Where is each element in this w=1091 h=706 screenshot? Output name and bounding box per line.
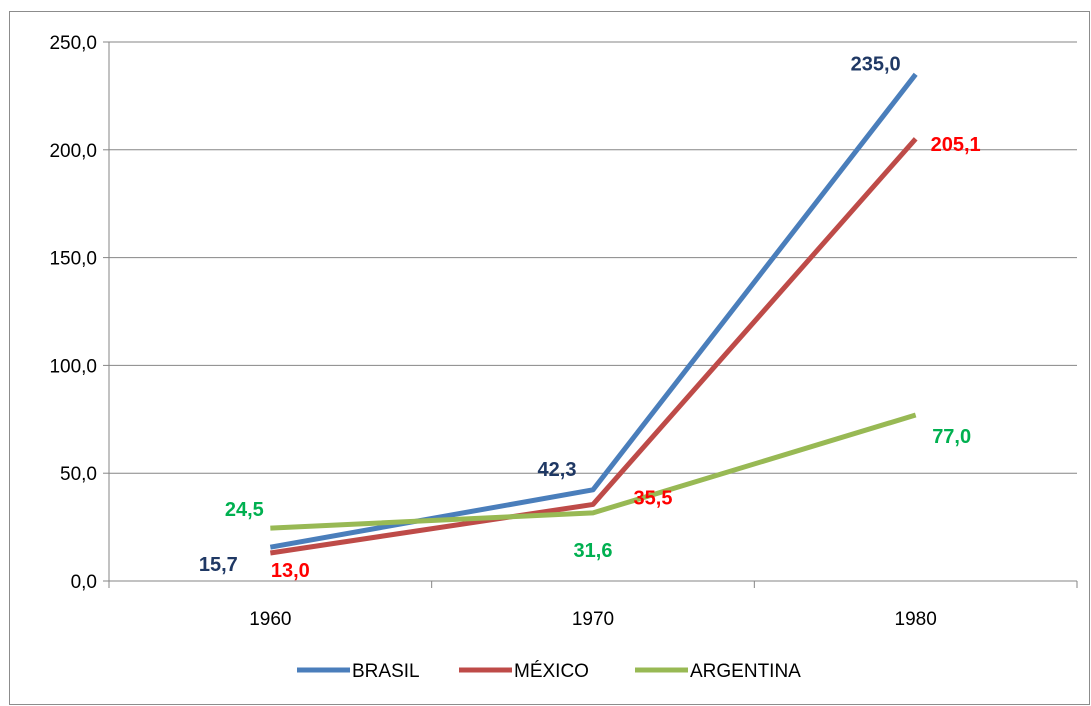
data-label: 235,0 [851,53,901,75]
x-tick-label: 1970 [572,609,614,630]
x-tick-label: 1960 [249,609,291,630]
legend-label: ARGENTINA [690,661,801,682]
y-tick-label: 200,0 [49,141,97,162]
legend-label: BRASIL [352,661,420,682]
chart-frame [9,11,1090,705]
data-label: 31,6 [574,540,613,562]
series-line-brasil [269,72,918,550]
data-label: 15,7 [199,554,238,576]
data-label: 24,5 [225,499,264,521]
y-tick-label: 150,0 [49,249,97,270]
data-label: 42,3 [538,459,577,481]
data-label: 77,0 [932,426,971,448]
series-line-méxico [269,137,918,556]
y-tick-label: 50,0 [60,464,97,485]
series-line-argentina [270,412,917,531]
y-tick-label: 100,0 [49,356,97,377]
y-tick-label: 0,0 [71,572,97,593]
legend-label: MÉXICO [514,661,589,682]
data-label: 205,1 [931,134,981,156]
data-label: 35,5 [634,487,673,509]
x-tick-label: 1980 [895,609,937,630]
data-label: 13,0 [271,560,310,582]
y-tick-label: 250,0 [49,33,97,54]
